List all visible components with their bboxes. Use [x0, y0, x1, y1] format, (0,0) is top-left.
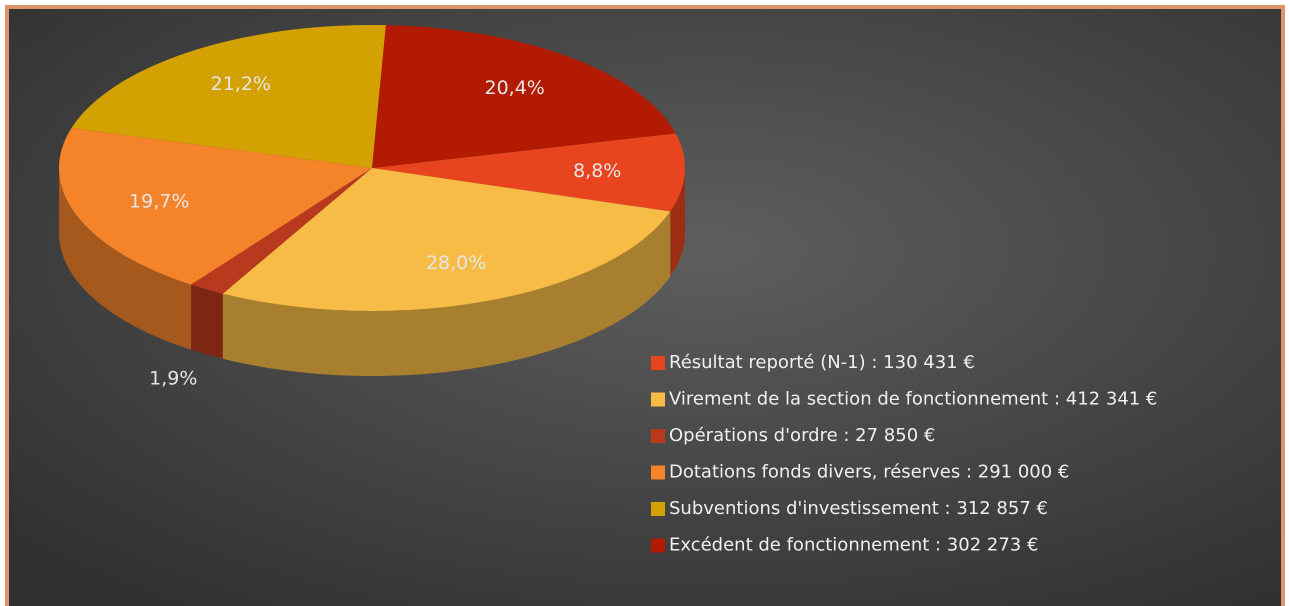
slice [372, 133, 686, 212]
legend-swatch [651, 429, 665, 443]
legend-label: Opérations d'ordre : 27 850 € [669, 425, 935, 446]
slice [372, 25, 676, 168]
legend-swatch [651, 502, 665, 516]
legend-label: Virement de la section de fonctionnement… [669, 389, 1157, 410]
legend-swatch [651, 356, 665, 370]
pie: 8,8% 28,0% 1,9% 19,7% 21,2% 20,4% [58, 24, 686, 389]
legend-label: Résultat reporté (N-1) : 130 431 € [669, 352, 975, 373]
legend-swatch [651, 538, 665, 553]
slice-side [222, 211, 671, 376]
slice [191, 168, 372, 294]
legend: Résultat reporté (N-1) : 130 431 € Vireme… [651, 352, 1157, 556]
data-label: 8,8% [573, 160, 621, 182]
legend-label: Subventions d'investissement : 312 857 € [669, 498, 1048, 519]
data-label: 19,7% [129, 190, 189, 212]
data-label: 1,9% [149, 367, 197, 389]
legend-label: Excédent de fonctionnement : 302 273 € [669, 535, 1038, 556]
data-label: 28,0% [426, 252, 486, 274]
slice [71, 24, 386, 168]
data-label: 20,4% [484, 77, 544, 99]
legend-swatch [651, 465, 665, 480]
legend-label: Dotations fonds divers, réserves : 291 0… [669, 462, 1069, 483]
slice-side [670, 168, 685, 277]
data-label: 21,2% [211, 73, 271, 95]
side-shade [191, 284, 223, 359]
slice-side [59, 168, 192, 350]
legend-swatch [651, 392, 665, 407]
side-shade [222, 211, 671, 376]
slice [58, 128, 372, 285]
side-shade [59, 168, 192, 350]
side-shade [670, 168, 685, 277]
slice [222, 168, 671, 311]
slice-side [191, 284, 223, 359]
